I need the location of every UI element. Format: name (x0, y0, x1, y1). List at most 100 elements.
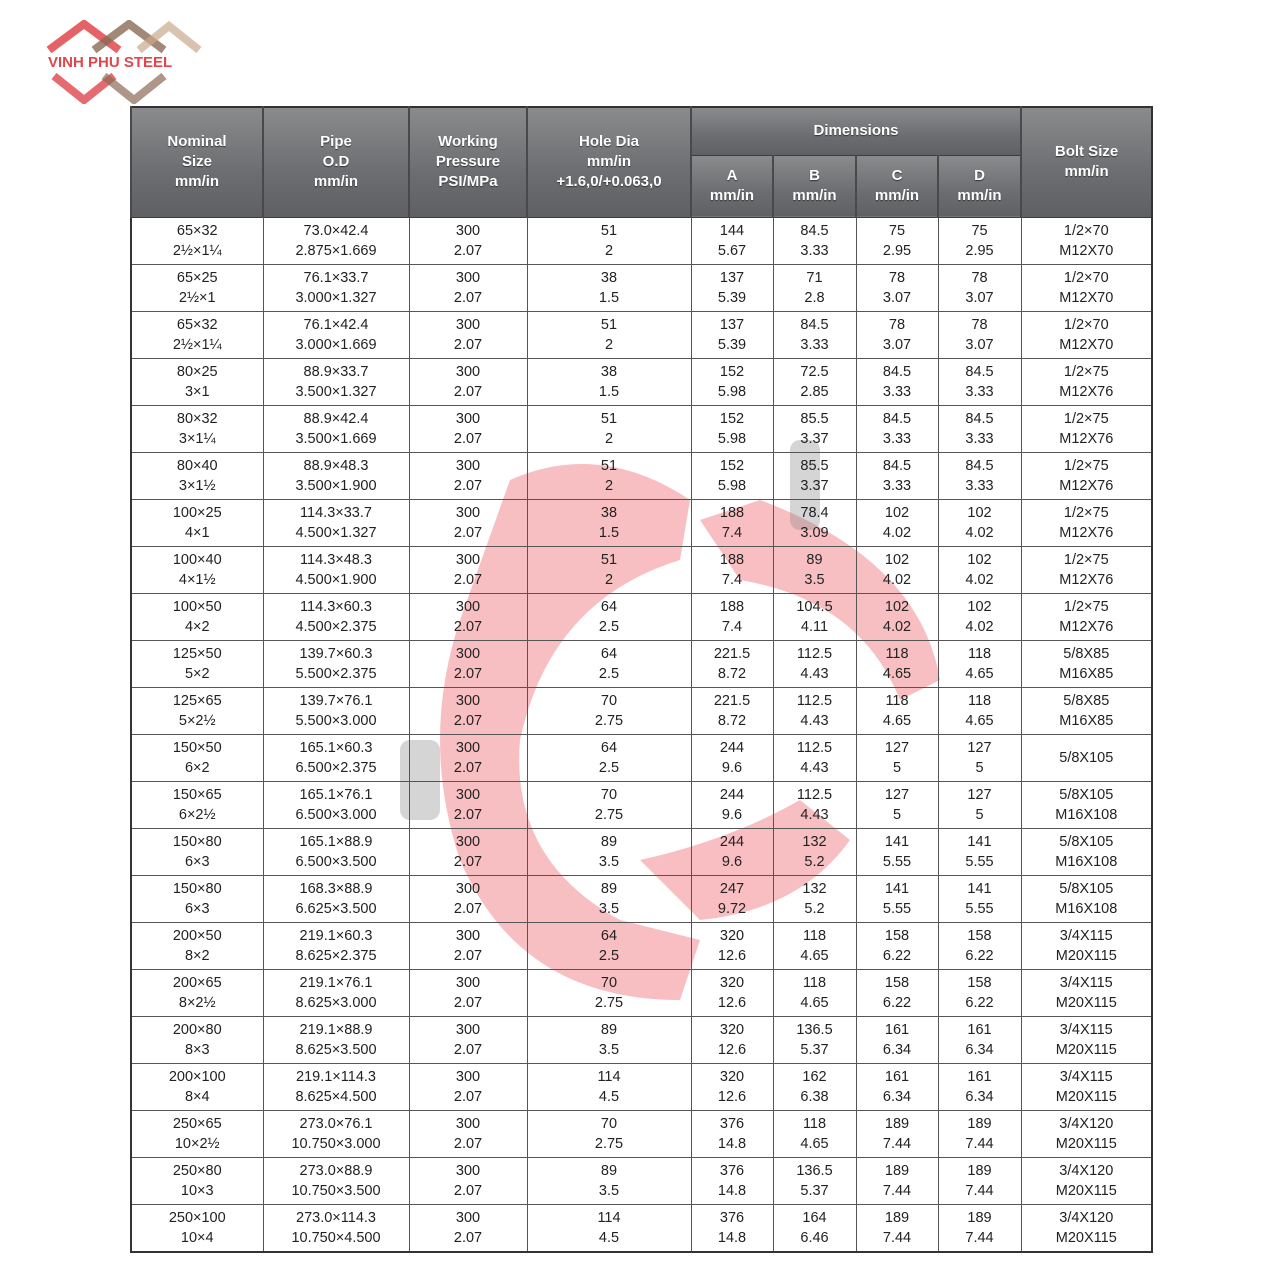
table-row: 200×65 8×2½ 219.1×76.1 8.625×3.000 300 2.07 70… (130, 968, 1153, 1017)
cell-dim-d: 161 6.34 (937, 1062, 1022, 1111)
cell-line: M16X108 (1055, 806, 1118, 823)
cell-line: 8×3 (184, 1041, 210, 1058)
cell-line: 84.5 (965, 410, 994, 427)
cell-line: 51 (600, 316, 618, 333)
cell-line: 300 (455, 551, 481, 568)
cell-line: 3.000×1.669 (295, 336, 377, 353)
cell-line: 7.44 (965, 1229, 994, 1246)
cell-line: 2.07 (453, 336, 483, 353)
cell-dim-a: 376 14.8 (690, 1203, 774, 1252)
cell-line: 6×2½ (178, 806, 216, 823)
cell-line: 2 (604, 336, 614, 353)
cell-line: 244 (719, 786, 745, 803)
cell-line: 4.500×2.375 (295, 618, 377, 635)
cell-line: 89 (600, 833, 618, 850)
cell-line: 300 (455, 880, 481, 897)
cell-line: 4.65 (882, 712, 912, 729)
cell-pipe-od: 114.3×33.7 4.500×1.327 (262, 498, 410, 547)
cell-dim-a: 137 5.39 (690, 310, 774, 359)
cell-dim-d: 118 4.65 (937, 639, 1022, 688)
cell-nominal-size: 250×100 10×4 (130, 1203, 264, 1252)
cell-line: 2.5 (598, 665, 620, 682)
cell-dim-d: 158 6.22 (937, 968, 1022, 1017)
cell-nominal-size: 200×65 8×2½ (130, 968, 264, 1017)
cell-line: 127 (884, 739, 910, 756)
cell-line: 78 (888, 316, 906, 333)
cell-pipe-od: 273.0×114.3 10.750×4.500 (262, 1203, 410, 1252)
table-row: 125×65 5×2½ 139.7×76.1 5.500×3.000 300 2.07 70… (130, 686, 1153, 735)
cell-bolt-size: 3/4X120 M20X115 (1020, 1203, 1153, 1252)
cell-line: 5.37 (800, 1041, 829, 1058)
cell-nominal-size: 100×25 4×1 (130, 498, 264, 547)
cell-working-pressure: 300 2.07 (408, 545, 528, 594)
table-row: 100×50 4×2 114.3×60.3 4.500×2.375 300 2.07 64 2… (130, 592, 1153, 641)
cell-line: 141 (884, 833, 910, 850)
cell-line: M12X70 (1059, 289, 1114, 306)
cell-line: 78 (971, 269, 988, 286)
cell-dim-d: 189 7.44 (937, 1203, 1022, 1252)
cell-line: 2.75 (594, 994, 624, 1011)
header-dimensions: Dimensions (689, 106, 1022, 156)
cell-line: 5/8X105 (1059, 833, 1114, 850)
header-nominal-size: Nominal Size mm/in (130, 106, 264, 218)
cell-dim-c: 84.5 3.33 (855, 404, 939, 453)
cell-line: 75 (888, 222, 906, 239)
cell-dim-a: 244 9.6 (690, 827, 774, 876)
cell-line: 3.000×1.327 (295, 289, 377, 306)
cell-line: 84.5 (965, 363, 994, 380)
cell-line: 189 (967, 1209, 992, 1226)
cell-working-pressure: 300 2.07 (408, 310, 528, 359)
cell-line: 38 (600, 363, 618, 380)
cell-line: 3.37 (800, 430, 829, 447)
cell-line: 165.1×88.9 (299, 833, 373, 850)
cell-line: 10.750×3.500 (291, 1182, 381, 1199)
cell-dim-c: 127 5 (855, 733, 939, 782)
cell-line: 125×65 (172, 692, 222, 709)
cell-working-pressure: 300 2.07 (408, 1015, 528, 1064)
cell-line: 7.44 (965, 1182, 994, 1199)
cell-bolt-size: 1/2×75 M12X76 (1020, 451, 1153, 500)
cell-nominal-size: 125×50 5×2 (130, 639, 264, 688)
cell-line: 112.5 (796, 692, 833, 709)
cell-line: 114.3×48.3 (300, 551, 372, 568)
cell-hole-dia: 89 3.5 (526, 1156, 692, 1205)
cell-line: 5.2 (804, 900, 825, 917)
cell-line: 7.4 (721, 524, 743, 541)
cell-line: 300 (455, 645, 481, 662)
cell-line: 1/2×75 (1063, 363, 1109, 380)
cell-line: 2.07 (453, 524, 483, 541)
cell-line: 4.65 (882, 665, 912, 682)
cell-dim-c: 158 6.22 (855, 968, 939, 1017)
cell-line: 2.5 (598, 618, 620, 635)
header-bolt-size: Bolt Size mm/in (1020, 106, 1153, 218)
cell-nominal-size: 150×80 6×3 (130, 827, 264, 876)
cell-line: 64 (600, 739, 618, 756)
cell-hole-dia: 89 3.5 (526, 827, 692, 876)
cell-pipe-od: 76.1×33.7 3.000×1.327 (262, 263, 410, 312)
cell-dim-b: 162 6.38 (772, 1062, 857, 1111)
cell-bolt-size: 3/4X115 M20X115 (1020, 1015, 1153, 1064)
cell-line: 65×32 (176, 222, 218, 239)
cell-line: 4.43 (800, 759, 829, 776)
cell-line: 7.44 (965, 1135, 994, 1152)
cell-line: 84.5 (800, 222, 829, 239)
cell-line: 141 (884, 880, 910, 897)
cell-line: 4×1½ (178, 571, 216, 588)
cell-dim-b: 85.5 3.37 (772, 404, 857, 453)
cell-line: 300 (455, 316, 481, 333)
cell-hole-dia: 64 2.5 (526, 921, 692, 970)
cell-line: M16X85 (1059, 712, 1114, 729)
cell-line: M20X115 (1055, 1041, 1117, 1058)
cell-line: 4.43 (800, 806, 829, 823)
cell-line: 10×4 (180, 1229, 214, 1246)
cell-line: 112.5 (796, 786, 833, 803)
table-row: 200×100 8×4 219.1×114.3 8.625×4.500 300 2.07 1… (130, 1062, 1153, 1111)
cell-line: 300 (455, 927, 481, 944)
cell-line: 118 (802, 974, 827, 991)
cell-dim-d: 84.5 3.33 (937, 404, 1022, 453)
cell-working-pressure: 300 2.07 (408, 451, 528, 500)
cell-line: 137 (719, 316, 745, 333)
cell-line: 2.5 (598, 759, 620, 776)
cell-line: 3.5 (598, 900, 620, 917)
